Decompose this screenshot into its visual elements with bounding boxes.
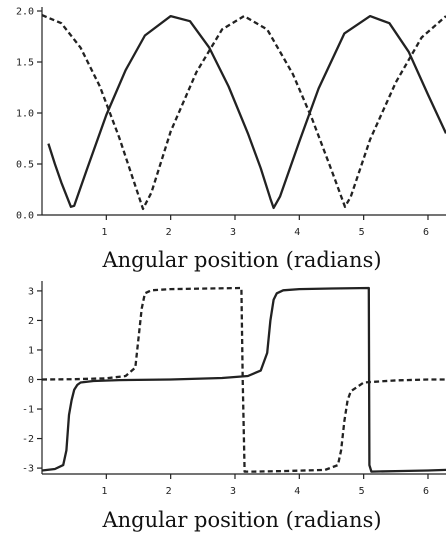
y-tick-label: 1.0 bbox=[16, 109, 34, 120]
x-tick-label: 2 bbox=[166, 486, 172, 497]
dashed-series-line bbox=[42, 286, 446, 473]
y-tick-label: 2 bbox=[28, 316, 34, 327]
x-tick-label: 5 bbox=[359, 227, 365, 238]
y-tick-label: 0.0 bbox=[16, 211, 34, 222]
y-tick-label: 0.5 bbox=[16, 160, 34, 171]
dashed-series-line bbox=[42, 14, 446, 211]
x-tick-label: 2 bbox=[166, 227, 172, 238]
y-tick-label: 1.5 bbox=[16, 58, 34, 69]
x-tick-label: 6 bbox=[423, 486, 429, 497]
x-axis-title: Angular position (radians) bbox=[101, 508, 381, 532]
x-tick-label: 1 bbox=[101, 486, 107, 497]
y-tick-label: 0 bbox=[28, 375, 34, 386]
x-tick-label: 3 bbox=[230, 227, 236, 238]
solid-series-line bbox=[47, 14, 446, 210]
y-tick-label: 2.0 bbox=[16, 7, 34, 18]
x-tick-label: 1 bbox=[101, 227, 107, 238]
y-tick-label: -3 bbox=[22, 464, 34, 475]
solid-series-line bbox=[42, 286, 446, 473]
x-axis-title: Angular position (radians) bbox=[101, 248, 381, 272]
top-panel: 0.0 0.5 1.0 1.5 2.0 1 2 3 4 5 6 Angular position (r… bbox=[16, 7, 446, 272]
x-tick-label: 4 bbox=[294, 486, 300, 497]
x-tick-label: 4 bbox=[294, 227, 300, 238]
x-tick-label: 3 bbox=[230, 486, 236, 497]
bottom-panel: 3 2 1 0 -1 -2 -3 1 2 3 4 5 6 Angular position (radian… bbox=[22, 281, 446, 532]
y-tick-label: 1 bbox=[28, 345, 34, 356]
y-tick-label: -2 bbox=[22, 434, 34, 445]
x-tick-label: 5 bbox=[359, 486, 365, 497]
x-tick-label: 6 bbox=[423, 227, 429, 238]
y-tick-label: -1 bbox=[22, 405, 34, 416]
y-tick-label: 3 bbox=[28, 286, 34, 297]
